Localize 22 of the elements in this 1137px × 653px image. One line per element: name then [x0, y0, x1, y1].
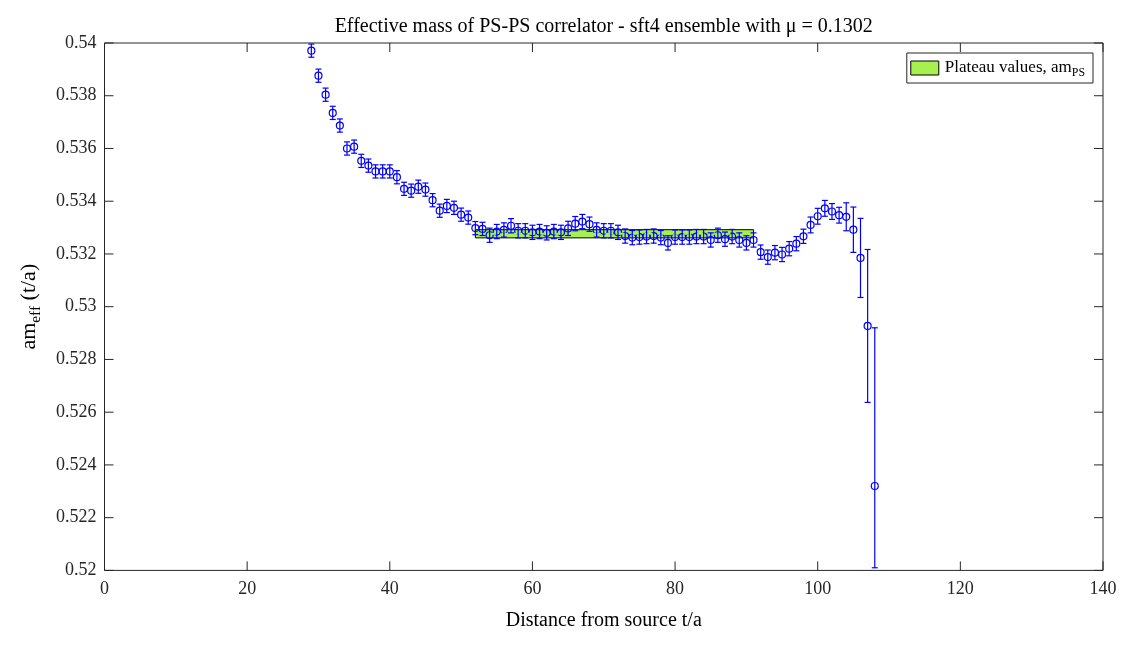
x-tick-label: 20 — [238, 577, 257, 598]
y-tick-label: 0.524 — [56, 453, 97, 474]
x-tick-label: 80 — [666, 577, 685, 598]
y-tick-label: 0.53 — [65, 295, 97, 316]
x-tick-label: 40 — [380, 577, 399, 598]
x-tick-label: 0 — [100, 577, 109, 598]
x-tick-label: 140 — [1089, 577, 1117, 598]
x-axis-title: Distance from source t/a — [505, 607, 702, 630]
y-tick-label: 0.532 — [56, 242, 97, 263]
chart-title: Effective mass of PS-PS correlator - sft4 ensemble with μ = 0.1302 — [334, 14, 873, 38]
y-tick-label: 0.522 — [56, 506, 97, 527]
y-tick-label: 0.538 — [56, 84, 97, 105]
x-tick-label: 120 — [946, 577, 974, 598]
y-tick-label: 0.54 — [65, 31, 97, 52]
y-axis-title: ameff (t/a) — [15, 263, 44, 350]
y-tick-label: 0.534 — [56, 189, 97, 210]
y-tick-label: 0.526 — [56, 400, 97, 421]
y-tick-label: 0.536 — [56, 137, 97, 158]
x-tick-label: 100 — [804, 577, 832, 598]
x-tick-label: 60 — [523, 577, 542, 598]
y-tick-label: 0.528 — [56, 348, 97, 369]
y-tick-label: 0.52 — [65, 559, 97, 580]
